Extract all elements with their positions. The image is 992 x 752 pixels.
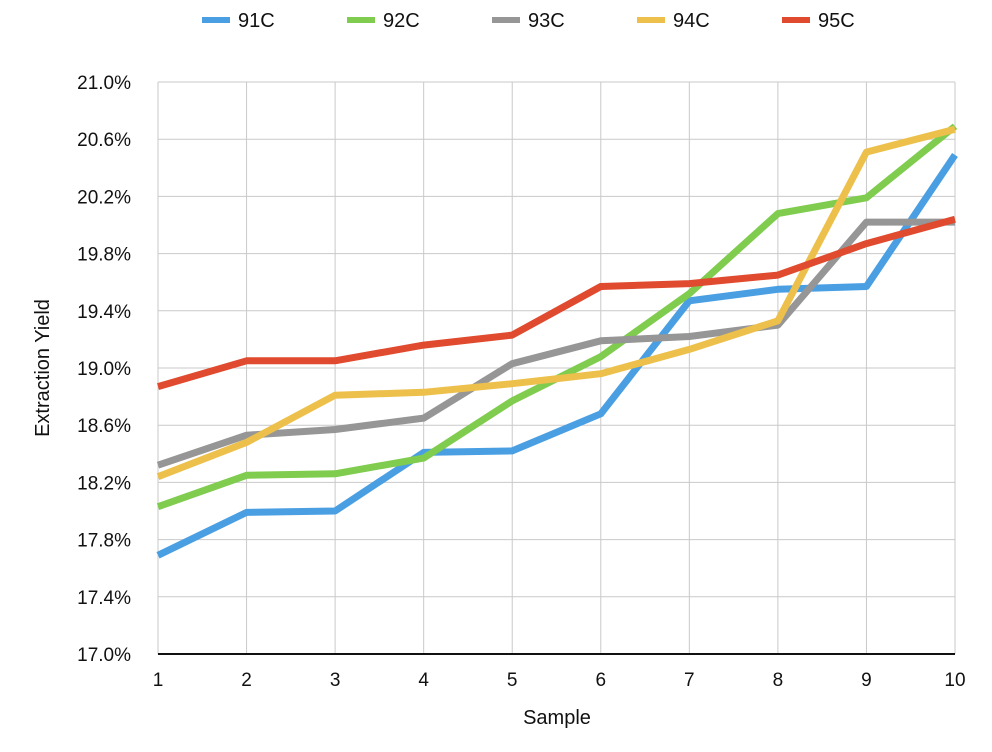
y-tick-label: 19.4% <box>77 302 131 323</box>
grid <box>157 81 956 654</box>
x-axis-title: Sample <box>523 707 591 729</box>
x-tick-label: 5 <box>507 670 518 691</box>
y-tick-label: 19.0% <box>77 359 131 380</box>
y-tick-label: 17.4% <box>77 588 131 609</box>
x-tick-label: 7 <box>684 670 695 691</box>
legend-label-95c: 95C <box>818 10 855 32</box>
x-tick-label: 6 <box>595 670 606 691</box>
legend-label-91c: 91C <box>238 10 275 32</box>
legend: 91C 92C 93C 94C 95C <box>202 10 855 32</box>
y-tick-label: 18.6% <box>77 416 131 437</box>
x-tick-label: 1 <box>153 670 164 691</box>
x-tick-label: 3 <box>330 670 341 691</box>
legend-label-93c: 93C <box>528 10 565 32</box>
x-tick-label: 10 <box>944 670 965 691</box>
legend-label-92c: 92C <box>383 10 420 32</box>
y-tick-label: 19.8% <box>77 245 131 266</box>
y-tick-label: 18.2% <box>77 473 131 494</box>
series-line-92c <box>156 123 958 510</box>
y-tick-label: 21.0% <box>77 73 131 94</box>
y-axis-title: Extraction Yield <box>32 299 54 437</box>
x-tick-label: 4 <box>418 670 429 691</box>
y-tick-label: 17.8% <box>77 531 131 552</box>
y-tick-label: 17.0% <box>77 645 131 666</box>
tick-labels: 17.0% 17.4% 17.8% 18.2% 18.6% 19.0% 19.4% 19.8%… <box>77 73 965 691</box>
y-tick-label: 20.6% <box>77 130 131 151</box>
x-tick-label: 2 <box>241 670 252 691</box>
series-line-95c <box>157 215 956 390</box>
series-line-91c <box>156 152 958 559</box>
legend-label-94c: 94C <box>673 10 710 32</box>
x-tick-label: 8 <box>773 670 784 691</box>
series-line-94c <box>156 125 956 480</box>
series-lines <box>156 123 958 559</box>
x-tick-label: 9 <box>861 670 872 691</box>
series-line-93c <box>156 218 955 469</box>
y-tick-label: 20.2% <box>77 187 131 208</box>
